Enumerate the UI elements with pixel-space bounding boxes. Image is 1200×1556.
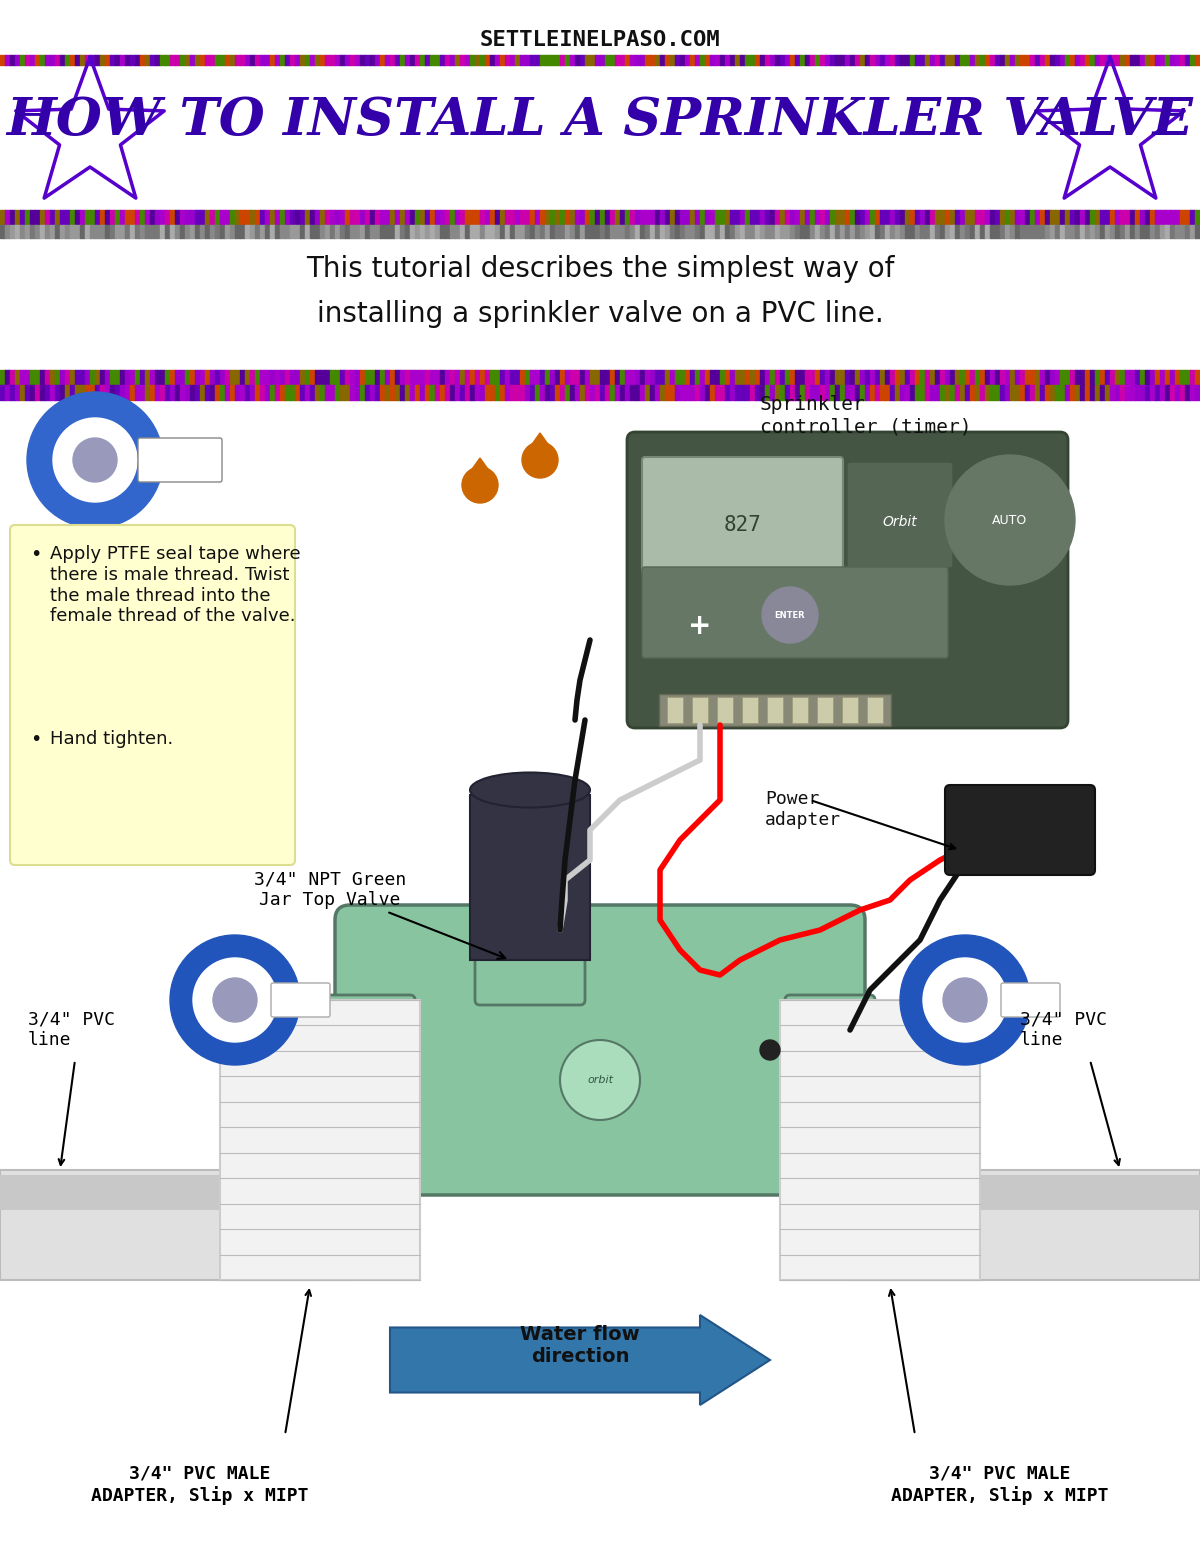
FancyBboxPatch shape [642, 566, 948, 658]
Text: Apply PTFE seal tape where
there is male thread. Twist
the male thread into the
: Apply PTFE seal tape where there is male… [50, 545, 301, 626]
Circle shape [560, 1039, 640, 1120]
FancyBboxPatch shape [785, 994, 875, 1095]
Bar [667, 697, 683, 724]
Bar [0, 1170, 350, 1281]
Text: 3/4" PVC
line: 3/4" PVC line [1020, 1010, 1108, 1049]
Text: AUTO: AUTO [992, 513, 1027, 526]
FancyBboxPatch shape [659, 694, 890, 727]
Text: 3/4" PVC
line: 3/4" PVC line [28, 1010, 115, 1049]
Circle shape [900, 935, 1030, 1064]
Circle shape [943, 979, 986, 1022]
Text: +: + [689, 612, 712, 640]
Text: installing a sprinkler valve on a PVC line.: installing a sprinkler valve on a PVC li… [317, 300, 883, 328]
Circle shape [170, 935, 300, 1064]
Bar [850, 1175, 1200, 1211]
Circle shape [73, 437, 118, 482]
FancyBboxPatch shape [628, 433, 1068, 728]
FancyBboxPatch shape [946, 784, 1096, 874]
Text: orbit: orbit [587, 1075, 613, 1085]
Circle shape [193, 958, 277, 1043]
Text: 3/4" PVC MALE
ADAPTER, Slip x MIPT: 3/4" PVC MALE ADAPTER, Slip x MIPT [91, 1466, 308, 1505]
FancyBboxPatch shape [325, 994, 415, 1095]
Circle shape [522, 442, 558, 478]
Text: This tutorial describes the simplest way of: This tutorial describes the simplest way… [306, 255, 894, 283]
Text: SETTLEINELPASO.COM: SETTLEINELPASO.COM [480, 30, 720, 50]
Bar [220, 1001, 420, 1281]
Bar [718, 697, 733, 724]
Bar [742, 697, 758, 724]
FancyBboxPatch shape [1001, 983, 1060, 1018]
Circle shape [28, 392, 163, 527]
Text: •: • [30, 545, 41, 563]
Text: Hand tighten.: Hand tighten. [50, 730, 173, 748]
Circle shape [53, 419, 137, 503]
Text: Water flow
direction: Water flow direction [520, 1326, 640, 1366]
Polygon shape [530, 433, 550, 445]
Bar [767, 697, 784, 724]
Bar [692, 697, 708, 724]
Text: Sprinkler
controller (timer): Sprinkler controller (timer) [760, 395, 972, 436]
Text: 827: 827 [724, 515, 762, 535]
FancyArrow shape [390, 1315, 770, 1405]
Polygon shape [470, 457, 490, 470]
Bar [792, 697, 808, 724]
Bar [866, 697, 883, 724]
Circle shape [762, 587, 818, 643]
Text: 3/4" PVC MALE
ADAPTER, Slip x MIPT: 3/4" PVC MALE ADAPTER, Slip x MIPT [892, 1466, 1109, 1505]
Bar [842, 697, 858, 724]
FancyBboxPatch shape [847, 462, 953, 568]
Circle shape [760, 1039, 780, 1060]
Bar [817, 697, 833, 724]
FancyBboxPatch shape [138, 437, 222, 482]
FancyBboxPatch shape [271, 983, 330, 1018]
Circle shape [214, 979, 257, 1022]
Bar [850, 1170, 1200, 1281]
Circle shape [923, 958, 1007, 1043]
Text: ENTER: ENTER [775, 610, 805, 619]
FancyBboxPatch shape [475, 940, 586, 1005]
Text: HOW TO INSTALL A SPRINKLER VALVE: HOW TO INSTALL A SPRINKLER VALVE [6, 95, 1194, 146]
Bar [470, 795, 590, 960]
FancyBboxPatch shape [10, 524, 295, 865]
Bar [780, 1001, 980, 1281]
Ellipse shape [470, 772, 590, 808]
Text: Orbit: Orbit [883, 515, 917, 529]
FancyBboxPatch shape [642, 457, 842, 573]
Text: 3/4" NPT Green
Jar Top Valve: 3/4" NPT Green Jar Top Valve [254, 870, 505, 958]
Circle shape [462, 467, 498, 503]
FancyBboxPatch shape [335, 906, 865, 1195]
Text: Power
adapter: Power adapter [766, 790, 841, 829]
Circle shape [946, 454, 1075, 585]
Text: •: • [30, 730, 41, 748]
Bar [0, 1175, 350, 1211]
